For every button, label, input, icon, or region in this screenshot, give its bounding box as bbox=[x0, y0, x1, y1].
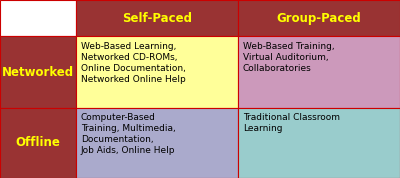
Bar bbox=[0, 36, 76, 108]
Text: Web-Based Learning,
Networked CD-ROMs,
Online Documentation,
Networked Online He: Web-Based Learning, Networked CD-ROMs, O… bbox=[81, 42, 186, 84]
Text: Networked: Networked bbox=[2, 66, 74, 79]
Text: Traditional Classroom
Learning: Traditional Classroom Learning bbox=[243, 113, 340, 133]
Text: Computer-Based
Training, Multimedia,
Documentation,
Job Aids, Online Help: Computer-Based Training, Multimedia, Doc… bbox=[81, 113, 176, 155]
Bar bbox=[0, 0, 76, 36]
Bar bbox=[76, 0, 238, 36]
Bar bbox=[238, 36, 400, 108]
Text: Self-Paced: Self-Paced bbox=[122, 12, 192, 25]
Bar bbox=[76, 108, 238, 178]
Text: Group-Paced: Group-Paced bbox=[277, 12, 361, 25]
Text: Offline: Offline bbox=[16, 136, 60, 149]
Bar bbox=[0, 108, 76, 178]
Bar bbox=[238, 0, 400, 36]
Bar bbox=[238, 108, 400, 178]
Text: Web-Based Training,
Virtual Auditorium,
Collaboratories: Web-Based Training, Virtual Auditorium, … bbox=[243, 42, 334, 73]
Bar bbox=[76, 36, 238, 108]
